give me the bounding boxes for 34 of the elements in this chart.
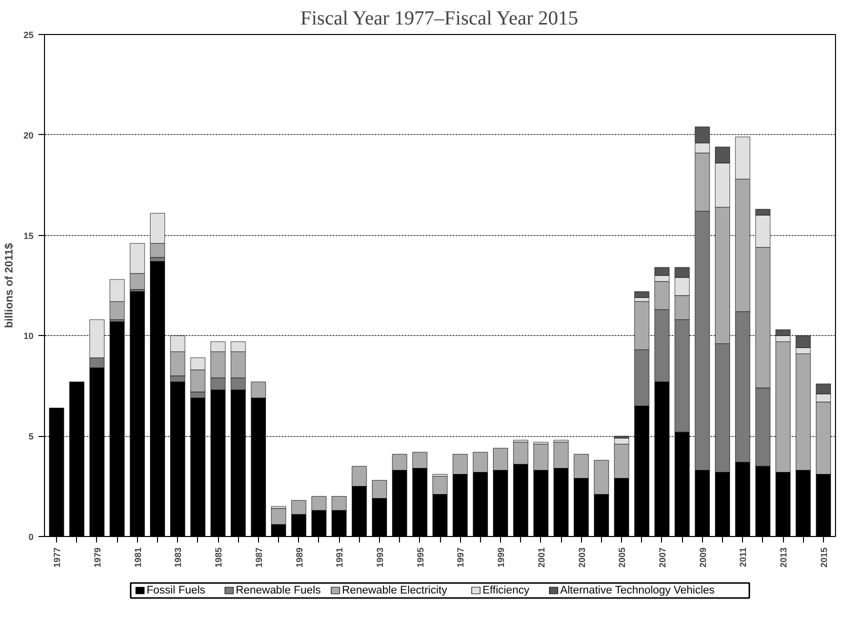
x-tick-label: 1981: [132, 547, 143, 568]
y-tick-label: 20: [23, 130, 34, 140]
x-tick-label: 1987: [254, 547, 264, 568]
x-tick-label: 2003: [576, 547, 587, 568]
legend-label: Renewable Electricity: [342, 584, 448, 596]
bar: [634, 291, 650, 298]
x-tick-label: 2005: [617, 547, 628, 568]
x-tick-label: 2009: [698, 547, 708, 568]
x-tick-label: 1985: [214, 547, 224, 568]
legend-label: Fossil Fuels: [146, 584, 206, 596]
y-tick-label: 25: [23, 30, 34, 40]
legend-label: Alternative Technology Vehicles: [560, 584, 716, 596]
x-tick-label: 1997: [456, 547, 466, 568]
y-axis-title: billions of 2011$: [3, 243, 16, 328]
x-tick-label: 1995: [415, 547, 426, 568]
y-tick-label: 10: [23, 331, 34, 342]
x-tick-label: 1989: [294, 547, 304, 568]
y-tick-label: 5: [28, 432, 34, 442]
x-tick-label: 2013: [778, 547, 789, 568]
y-tick-label: 15: [23, 230, 34, 241]
legend-label: Renewable Fuels: [236, 584, 322, 596]
x-tick-label: 1993: [374, 547, 385, 568]
y-tick-label: 0: [28, 532, 34, 542]
legend-label: Efficiency: [482, 584, 530, 596]
x-tick-label: 2011: [738, 547, 748, 568]
x-tick-label: 1983: [173, 547, 184, 568]
x-tick-label: 2007: [657, 547, 668, 568]
x-tick-label: 2015: [818, 547, 829, 568]
x-tick-label: 2001: [536, 547, 546, 568]
x-tick-label: 1979: [92, 547, 102, 568]
x-tick-label: 1977: [52, 547, 62, 568]
x-tick-label: 1999: [496, 547, 506, 568]
chart-title: Fiscal Year 1977–Fiscal Year 2015: [300, 8, 578, 30]
x-tick-label: 1991: [334, 547, 345, 568]
